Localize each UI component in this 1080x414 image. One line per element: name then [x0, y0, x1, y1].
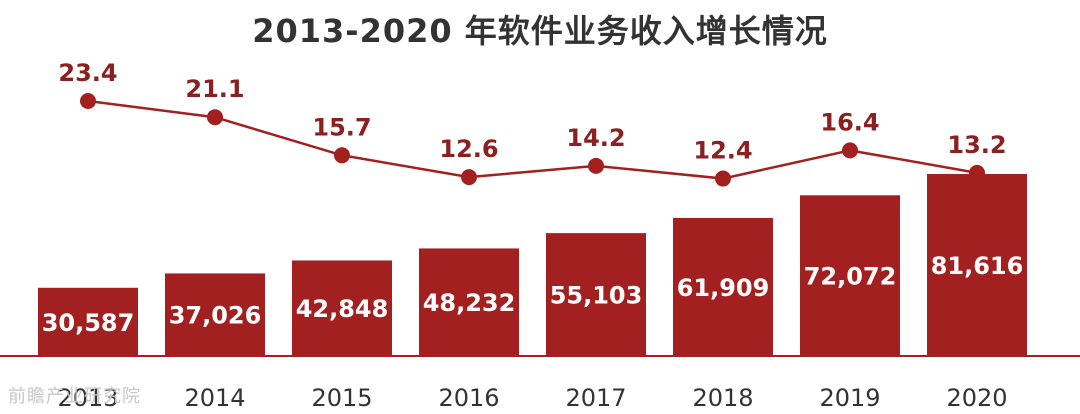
bar-label-2019: 72,072 [804, 263, 897, 291]
watermark: 前瞻产业研究院 [8, 386, 141, 407]
line-point-2016 [461, 169, 477, 186]
bar-label-2015: 42,848 [296, 295, 389, 323]
line-label-2016: 12.6 [439, 135, 498, 163]
bar-label-2017: 55,103 [550, 282, 643, 310]
bar-2019 [800, 195, 900, 356]
bar-2015 [292, 260, 392, 356]
line-point-2019 [842, 142, 858, 159]
line-point-2014 [207, 109, 223, 126]
line-label-2020: 13.2 [947, 131, 1006, 159]
bar-2020 [927, 174, 1027, 356]
line-point-2018 [715, 170, 731, 187]
line-point-2017 [588, 157, 604, 174]
line-label-2013: 23.4 [58, 59, 117, 87]
line-point-2020 [969, 164, 985, 181]
bar-label-2018: 61,909 [677, 274, 770, 302]
bar-2014 [165, 273, 265, 356]
x-tick-2014: 2014 [184, 384, 245, 412]
bar-label-2016: 48,232 [423, 289, 516, 317]
x-tick-2019: 2019 [819, 384, 880, 412]
line-label-2018: 12.4 [693, 137, 752, 165]
line-label-2019: 16.4 [820, 108, 879, 136]
x-tick-2013: 2013 [57, 384, 118, 412]
x-tick-2017: 2017 [565, 384, 626, 412]
x-tick-2020: 2020 [946, 384, 1007, 412]
x-tick-2016: 2016 [438, 384, 499, 412]
bar-label-2020: 81,616 [931, 252, 1024, 280]
line-point-2013 [80, 93, 96, 109]
bar-2017 [546, 233, 646, 356]
line-label-2017: 14.2 [566, 124, 625, 152]
bar-2016 [419, 248, 519, 356]
line-label-2015: 15.7 [312, 113, 371, 141]
bar-label-2014: 37,026 [169, 302, 262, 330]
x-tick-2018: 2018 [692, 384, 753, 412]
bar-2013 [38, 287, 138, 356]
line-point-2015 [334, 147, 350, 164]
line-label-2014: 21.1 [185, 75, 244, 103]
x-tick-2015: 2015 [311, 384, 372, 412]
bar-2018 [673, 217, 773, 356]
growth-line [87, 99, 978, 180]
chart-title: 2013-2020 年软件业务收入增长情况 [252, 12, 828, 50]
bar-label-2013: 30,587 [42, 309, 135, 337]
